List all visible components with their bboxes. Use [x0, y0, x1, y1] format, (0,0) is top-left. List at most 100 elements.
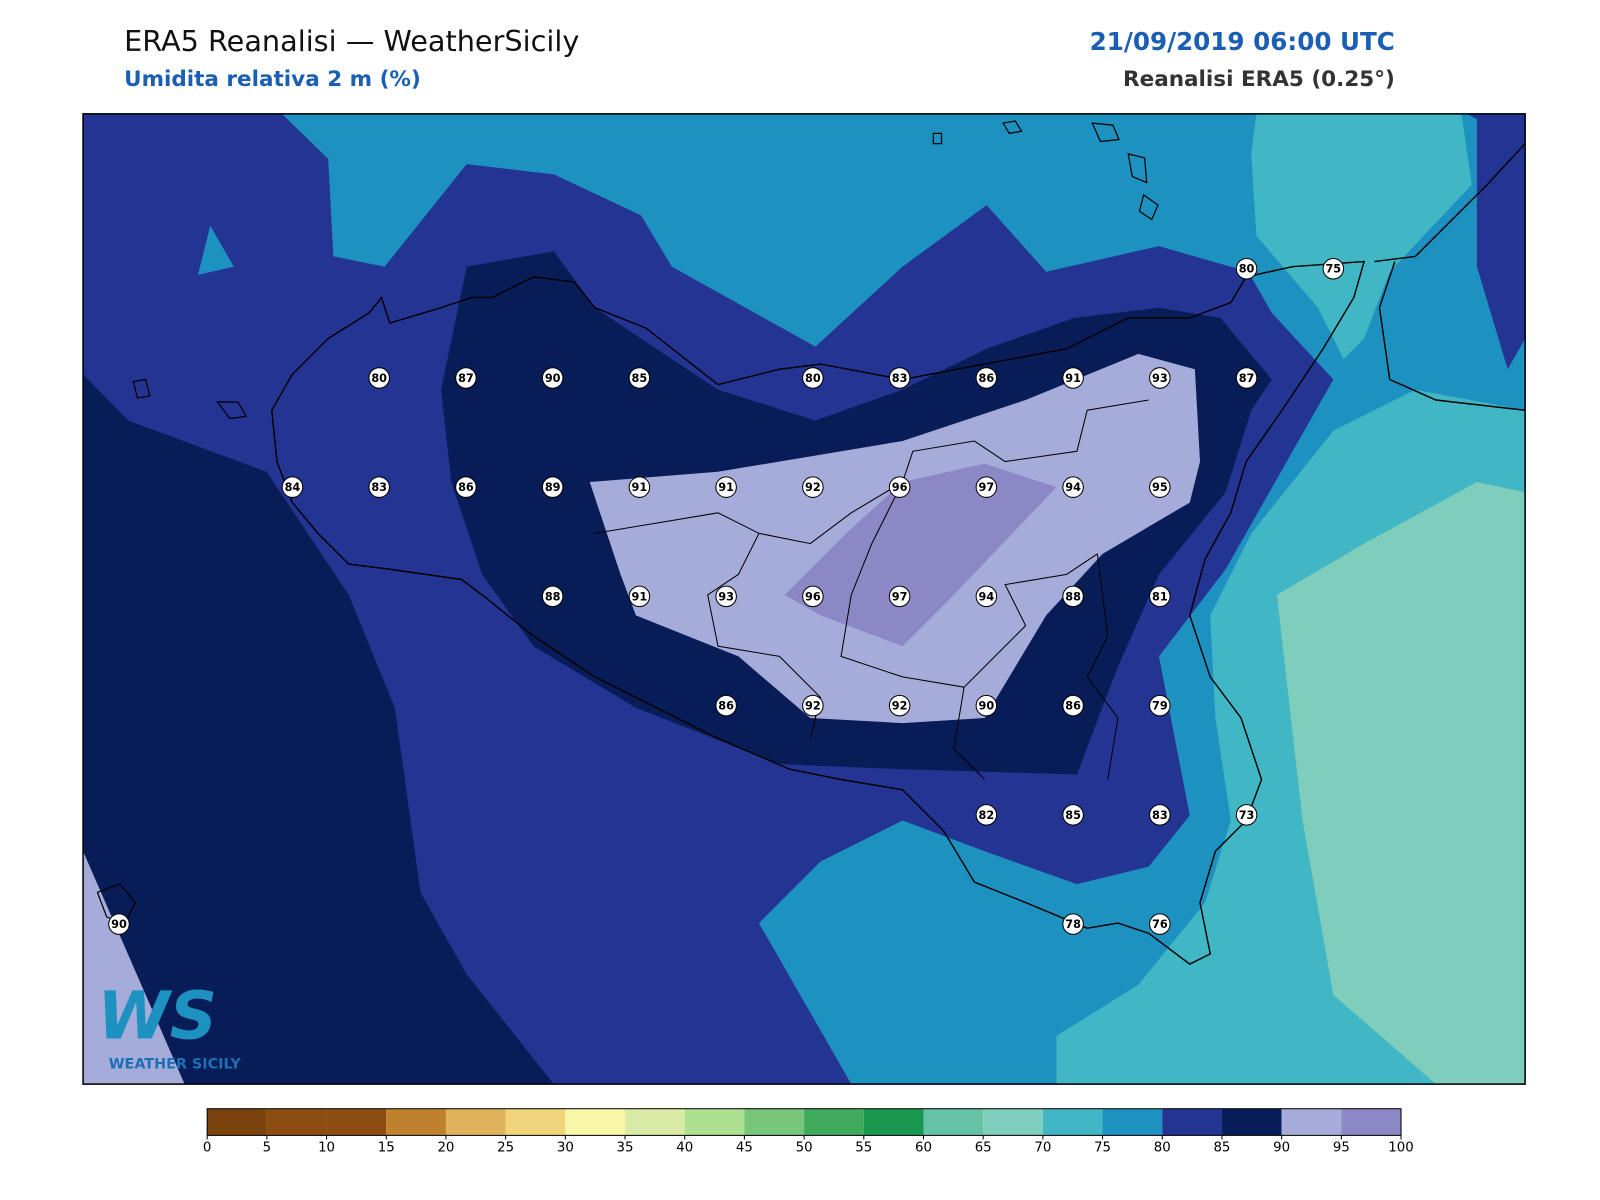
station-value: 73: [1239, 809, 1255, 822]
station-value: 86: [458, 481, 474, 494]
colorbar-tick-label: 0: [203, 1141, 211, 1156]
island: [96, 120, 1159, 924]
station-value: 81: [1152, 590, 1168, 603]
title: ERA5 Reanalisi — WeatherSicily: [124, 24, 579, 58]
colorbar-tick-label: 65: [975, 1141, 992, 1156]
colorbar-tick-label: 80: [1154, 1141, 1171, 1156]
colorbar-segment: [326, 1108, 387, 1136]
contour-fill: [784, 463, 1057, 647]
station-value: 90: [111, 918, 127, 931]
station-marker: [888, 585, 911, 608]
station-marker: [108, 913, 130, 935]
colorbar-segment: [266, 1108, 327, 1136]
logo-mark: WS: [97, 979, 217, 1055]
colorbar-segment: [625, 1108, 685, 1136]
station-value: 80: [1239, 263, 1255, 276]
contour-fill: [1251, 113, 1472, 359]
station-marker: [1062, 367, 1084, 389]
station-marker: [802, 476, 824, 498]
colorbar-tick-label: 55: [855, 1141, 872, 1156]
station-value: 94: [979, 590, 995, 603]
colorbar: 0 5 10 15 20 25 30 35 40 45 50 55 60 65 70 75 80 85 90 95 10…: [203, 1108, 1414, 1156]
station-value: 80: [805, 372, 821, 385]
logo-text: WEATHER SICILY: [109, 1057, 242, 1073]
station-marker: [541, 367, 564, 389]
colorbar-tick-label: 35: [617, 1141, 634, 1156]
colorbar-segment: [445, 1108, 506, 1136]
station-marker: [975, 585, 998, 608]
contour-fill: [83, 374, 554, 1085]
station-marker: [455, 476, 477, 498]
station-value: 82: [979, 809, 995, 822]
colorbar-tick-label: 70: [1034, 1141, 1051, 1156]
station-value: 91: [632, 590, 648, 603]
station-value: 86: [718, 700, 734, 713]
station-marker: [1062, 694, 1084, 717]
station-value: 88: [1065, 590, 1081, 603]
colorbar-segment: [983, 1108, 1043, 1136]
station-marker: [715, 694, 737, 717]
colorbar-segment: [1341, 1108, 1402, 1136]
colorbar-segment: [1281, 1108, 1342, 1136]
station-value: 97: [979, 481, 995, 494]
station-marker: [975, 694, 998, 717]
station-value: 92: [805, 700, 821, 713]
station-marker: [628, 476, 651, 498]
station-marker: [802, 585, 824, 608]
station-value: 93: [1152, 372, 1168, 385]
colorbar-tick-label: 75: [1094, 1141, 1111, 1156]
colorbar-segment: [863, 1108, 924, 1136]
colorbar-segment: [923, 1108, 984, 1136]
colorbar-tick-label: 25: [497, 1141, 514, 1156]
station-marker: [368, 476, 390, 498]
colorbar-tick-label: 90: [1273, 1141, 1290, 1156]
station-marker: [1322, 257, 1345, 280]
station-marker: [1149, 585, 1171, 608]
station-value: 91: [1065, 372, 1081, 385]
colorbar-tick-label: 10: [318, 1141, 335, 1156]
map-frame: [82, 113, 1526, 1085]
station-marker: [1149, 367, 1171, 389]
station-value: 83: [892, 372, 908, 385]
station-marker: [455, 367, 477, 389]
colorbar-tick-label: 40: [676, 1141, 693, 1156]
station-marker: [715, 476, 737, 498]
colorbar-tick-label: 85: [1213, 1141, 1230, 1156]
colorbar-segment: [1102, 1108, 1163, 1136]
station-marker: [802, 694, 824, 717]
station-value: 91: [718, 481, 734, 494]
station-marker: [1062, 913, 1084, 935]
station-marker: [888, 476, 911, 498]
station-marker: [715, 585, 737, 608]
station-marker: [1062, 585, 1084, 608]
stations: 80 75 80 87 90 85 80 83 86 91 93 87 84 83 86 89 91 91 92 96…: [108, 257, 1345, 935]
contour-fill: [197, 225, 234, 275]
coastline: [1374, 143, 1526, 411]
colorbar-segment: [1162, 1108, 1222, 1136]
contour-fill: [83, 851, 185, 1085]
colorbar-segment: [684, 1108, 745, 1136]
station-value: 96: [805, 590, 821, 603]
colorbar-tick-label: 100: [1388, 1141, 1413, 1156]
station-marker: [1235, 257, 1258, 280]
station-value: 90: [545, 372, 561, 385]
colorbar-segment: [565, 1108, 626, 1136]
colorbar-tick-label: 50: [796, 1141, 813, 1156]
station-value: 97: [892, 590, 908, 603]
station-marker: [1062, 476, 1084, 498]
station-value: 78: [1065, 918, 1081, 931]
colorbar-segment: [505, 1108, 566, 1136]
station-value: 79: [1152, 700, 1168, 713]
station-value: 85: [1065, 809, 1081, 822]
station-marker: [1235, 367, 1258, 389]
colorbar-segment: [744, 1108, 805, 1136]
station-marker: [1235, 804, 1258, 826]
station-value: 83: [371, 481, 387, 494]
colorbar-tick-label: 45: [736, 1141, 753, 1156]
station-marker: [802, 367, 824, 389]
station-marker: [888, 367, 911, 389]
station-marker: [975, 804, 998, 826]
contour-fill: [1276, 482, 1526, 1085]
